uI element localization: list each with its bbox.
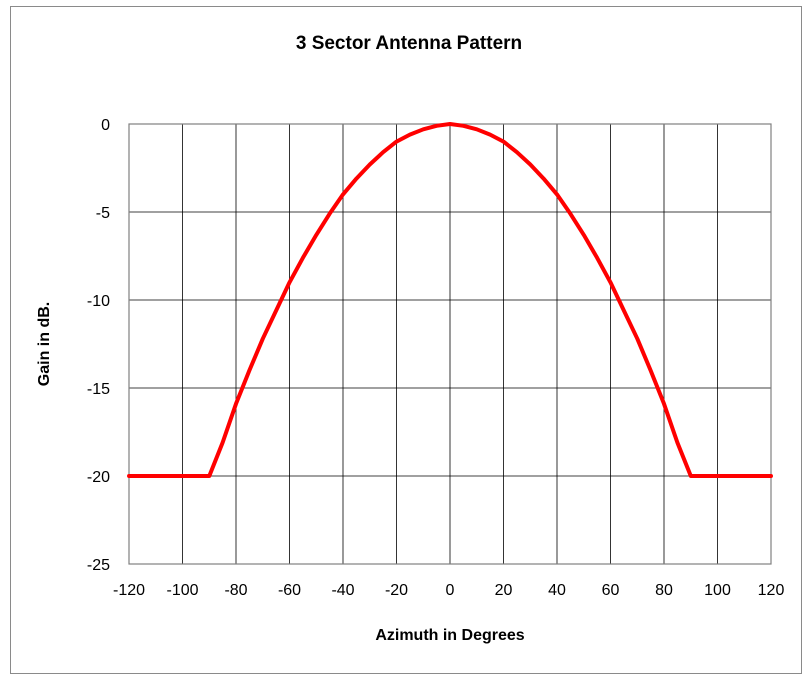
y-axis-label: Gain in dB.	[36, 302, 53, 386]
chart-frame	[10, 6, 802, 674]
x-tick-label: 60	[602, 582, 620, 599]
x-tick-label: 80	[655, 582, 673, 599]
grid	[128, 123, 772, 565]
x-tick-label: -40	[331, 582, 354, 599]
x-tick-label: -60	[278, 582, 301, 599]
x-tick-label: -120	[113, 582, 145, 599]
x-tick-label: -80	[224, 582, 247, 599]
x-axis-label: Azimuth in Degrees	[375, 627, 524, 644]
x-tick-label: 0	[446, 582, 455, 599]
x-tick-label: -20	[385, 582, 408, 599]
chart-title: 3 Sector Antenna Pattern	[296, 33, 522, 54]
x-tick-label: 120	[758, 582, 785, 599]
y-tick-label: -10	[87, 293, 110, 310]
y-tick-label: -5	[96, 205, 110, 222]
y-tick-label: 0	[101, 117, 110, 134]
x-tick-label: 100	[704, 582, 731, 599]
y-tick-label: -15	[87, 381, 110, 398]
y-tick-label: -25	[87, 557, 110, 574]
x-tick-label: -100	[166, 582, 198, 599]
x-tick-label: 20	[495, 582, 513, 599]
series-layer	[127, 122, 773, 478]
y-tick-labels: 0 -5 -10 -15 -20 -25	[87, 117, 110, 574]
series-line	[127, 122, 773, 478]
y-tick-label: -20	[87, 469, 110, 486]
x-tick-label: 40	[548, 582, 566, 599]
x-tick-labels: -120 -100 -80 -60 -40 -20 0 20 40 60 80 100 120	[113, 582, 784, 599]
